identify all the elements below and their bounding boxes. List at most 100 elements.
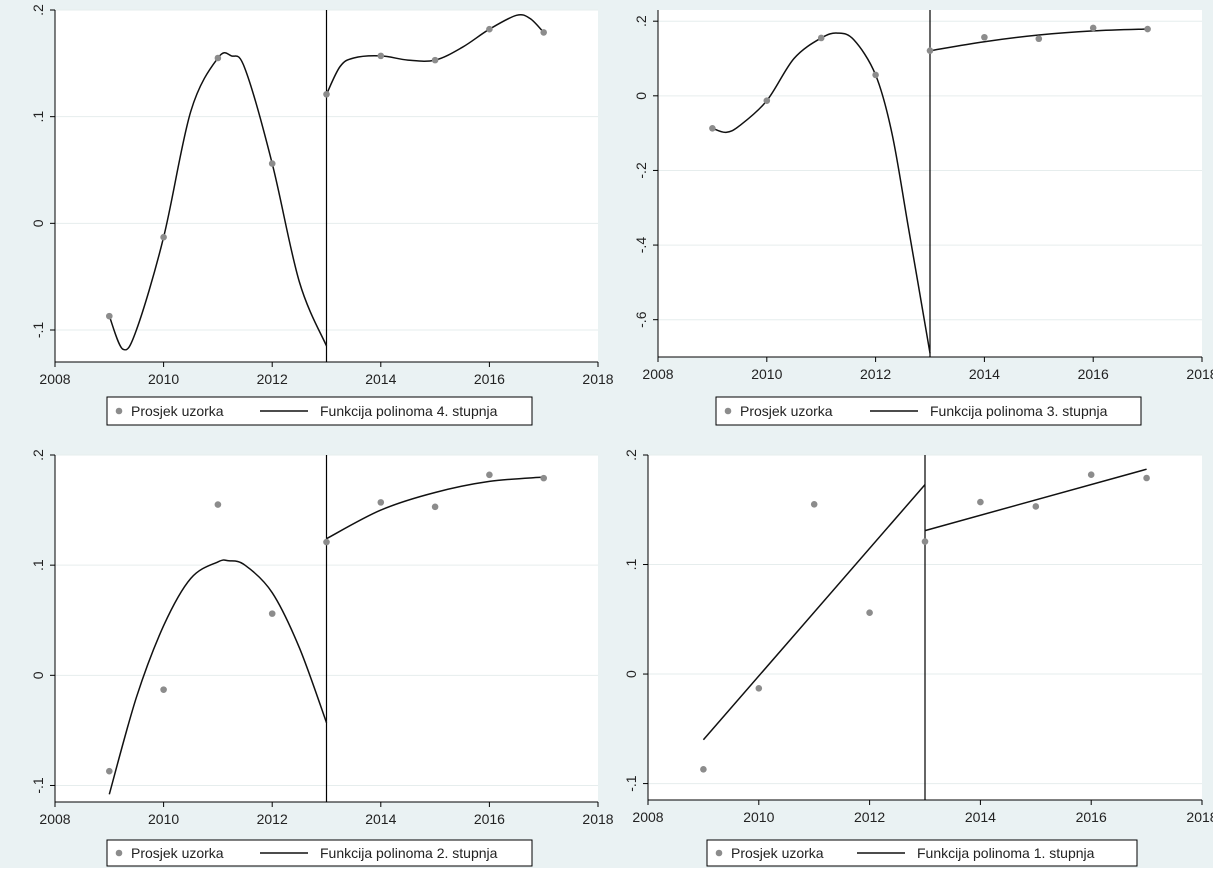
fit-curve-left: [108, 559, 328, 795]
x-tick-label: 2018: [1186, 366, 1213, 382]
sample-mean-point: [106, 767, 113, 775]
y-tick-label: .2: [623, 449, 639, 461]
x-tick-label: 2012: [854, 809, 885, 825]
y-tick-label: 0: [30, 671, 46, 679]
y-tick-label: -.1: [623, 775, 639, 792]
sample-mean-point: [106, 312, 113, 320]
sample-mean-point: [921, 538, 929, 545]
fit-curve-right: [929, 28, 1148, 52]
fit-curve-right: [924, 468, 1147, 532]
sample-mean-point: [268, 160, 276, 167]
sample-mean-point: [486, 25, 493, 33]
sample-mean-point: [431, 56, 439, 64]
x-tick-label: 2014: [969, 366, 1000, 382]
x-tick-label: 2016: [474, 811, 505, 827]
sample-mean-point: [160, 233, 167, 241]
x-tick-label: 2014: [365, 371, 396, 387]
sample-mean-point: [1035, 35, 1043, 43]
legend-label-fit: Funkcija polinoma 1. stupnja: [917, 845, 1095, 861]
sample-mean-point: [160, 686, 167, 693]
x-tick-label: 2012: [860, 366, 891, 382]
legend-label-points: Prosjek uzorka: [740, 403, 833, 419]
chart-panel-4: -.1 0 .1 .2 2008 2010 2012 2014 2016 2018 Prosjek …: [623, 449, 1213, 867]
x-tick-label: 2012: [257, 811, 288, 827]
sample-mean-point: [817, 34, 825, 42]
legend-box: [706, 839, 1138, 867]
legend: Prosjek uzorka Funkcija polinoma 3. stupn…: [715, 396, 1142, 426]
legend-label-fit: Funkcija polinoma 3. stupnja: [930, 403, 1108, 419]
sample-mean-point: [486, 471, 493, 479]
sample-mean-point: [214, 501, 222, 508]
legend-box: [106, 396, 533, 426]
sample-mean-point: [1089, 24, 1097, 32]
x-tick-label: 2014: [365, 811, 396, 827]
y-tick-label: .2: [30, 4, 46, 16]
x-tick-label: 2008: [632, 809, 663, 825]
legend-box: [106, 839, 533, 867]
y-tick-label: 0: [623, 670, 639, 678]
y-tick-label: .1: [30, 559, 46, 571]
sample-mean-point: [866, 609, 873, 617]
y-tick-label: 0: [633, 92, 649, 100]
legend-marker-points: [715, 849, 723, 857]
legend-marker-points: [724, 407, 732, 415]
sample-mean-point: [1143, 474, 1150, 482]
y-tick-label: .1: [30, 111, 46, 123]
sample-mean-point: [214, 54, 222, 62]
x-tick-label: 2012: [257, 371, 288, 387]
sample-mean-point: [926, 47, 934, 54]
sample-mean-point: [268, 610, 276, 617]
sample-mean-point: [431, 503, 439, 511]
sample-mean-point: [763, 97, 771, 104]
x-tick-label: 2016: [474, 371, 505, 387]
y-tick-label: -.6: [633, 311, 649, 328]
y-tick-label: -.2: [633, 162, 649, 179]
x-tick-label: 2008: [39, 811, 70, 827]
y-tick-label: -.1: [30, 777, 46, 794]
sample-mean-point: [540, 474, 547, 482]
sample-mean-point: [981, 33, 988, 41]
sample-mean-point: [1144, 25, 1151, 33]
legend: Prosjek uzorka Funkcija polinoma 2. stupn…: [106, 839, 533, 867]
fit-curve-left: [712, 32, 931, 354]
sample-mean-point: [1087, 471, 1095, 479]
sample-mean-point: [323, 90, 330, 98]
sample-mean-point: [755, 684, 763, 692]
legend-label-fit: Funkcija polinoma 4. stupnja: [320, 403, 498, 419]
sample-mean-point: [700, 766, 707, 773]
legend: Prosjek uzorka Funkcija polinoma 4. stupn…: [106, 396, 533, 426]
sample-mean-point: [377, 499, 385, 506]
sample-mean-point: [323, 538, 330, 546]
x-tick-label: 2018: [1186, 809, 1213, 825]
x-tick-label: 2018: [582, 811, 613, 827]
sample-mean-point: [377, 52, 385, 60]
fit-curve-left: [702, 484, 926, 741]
sample-mean-point: [872, 71, 879, 79]
legend-label-fit: Funkcija polinoma 2. stupnja: [320, 845, 498, 861]
x-tick-label: 2010: [148, 371, 179, 387]
x-tick-label: 2008: [642, 366, 673, 382]
x-tick-label: 2018: [582, 371, 613, 387]
chart-panel-2: -.6 -.4 -.2 0 .2 2008 2010 2012 2014 2016 2018 Pros…: [633, 10, 1213, 426]
x-tick-label: 2016: [1076, 809, 1107, 825]
y-tick-label: -.4: [633, 237, 649, 254]
y-tick-label: .1: [623, 558, 639, 570]
legend-label-points: Prosjek uzorka: [131, 403, 224, 419]
chart-panel-3: -.1 0 .1 .2 2008 2010 2012 2014 2016 2018 Prosjek …: [30, 449, 614, 867]
sample-mean-point: [977, 498, 984, 506]
fit-curve-right: [326, 476, 544, 540]
y-tick-label: .2: [30, 449, 46, 461]
y-tick-label: -.1: [30, 322, 46, 339]
x-tick-label: 2010: [148, 811, 179, 827]
sample-mean-point: [709, 124, 716, 132]
x-tick-label: 2016: [1078, 366, 1109, 382]
sample-mean-point: [810, 500, 818, 508]
legend-label-points: Prosjek uzorka: [131, 845, 224, 861]
chart-panel-1: -.1 0 .1 .2 2008 2010 2012 2014 2016 2018 Prosjek …: [30, 4, 614, 426]
x-tick-label: 2010: [751, 366, 782, 382]
legend: Prosjek uzorka Funkcija polinoma 1. stupn…: [706, 839, 1138, 867]
sample-mean-point: [1032, 503, 1040, 510]
x-tick-label: 2014: [965, 809, 996, 825]
